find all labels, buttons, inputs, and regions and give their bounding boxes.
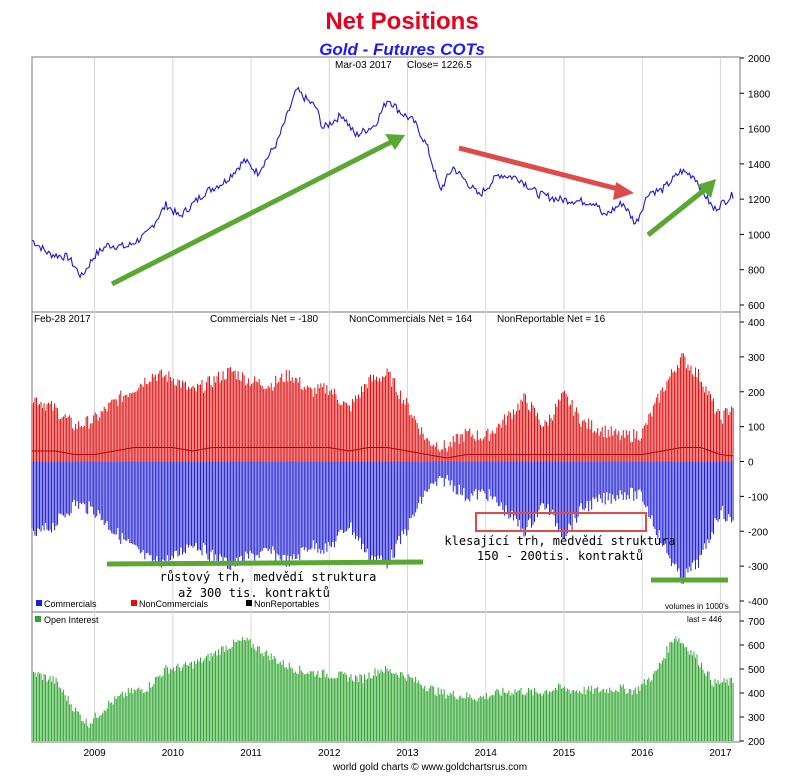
axis-tick-label: 1000	[748, 230, 771, 241]
nonreportable-net-label: NonReportable Net = 16	[497, 314, 606, 325]
arrowhead-icon	[385, 134, 405, 150]
open-interest-bars	[31, 636, 734, 741]
arrowhead-icon	[697, 179, 716, 198]
axis-tick-label: 400	[748, 318, 765, 329]
bull-annotation-line1: růstový trh, medvědí struktura	[160, 570, 377, 584]
trend-arrows	[110, 134, 716, 287]
chart-subtitle: Gold - Futures COTs	[319, 40, 485, 59]
chart-frame	[31, 56, 741, 743]
legend-swatch-open-interest	[35, 616, 41, 622]
axis-tick-label: 600	[748, 301, 765, 312]
axis-tick-label: 700	[748, 617, 765, 628]
bear-annotation-line2: 150 - 200tis. kontraktů	[477, 549, 643, 563]
legend-swatch-noncommercials	[131, 600, 137, 606]
arrowhead-icon	[613, 182, 634, 200]
axis-tick-label: 100	[748, 423, 765, 434]
axis-tick-label: -400	[748, 597, 768, 608]
axis-tick-label: 0	[748, 458, 754, 469]
year-tick-label: 2009	[83, 748, 106, 759]
legend-swatch-nonreportables	[246, 600, 252, 606]
open-interest-label: Open Interest	[44, 615, 99, 625]
axis-tick-label: 1800	[748, 89, 771, 100]
bull-structure-bar	[106, 559, 424, 567]
axis-tick-label: 1400	[748, 160, 771, 171]
cot-date-label: Feb-28 2017	[34, 314, 91, 325]
year-tick-label: 2017	[709, 748, 732, 759]
legend-noncommercials: NonCommercials	[139, 599, 209, 609]
year-labels: 2009 2010 2011 2012 2013 2014 2015 2016 2017	[83, 748, 732, 759]
noncommercials-net-label: NonCommercials Net = 164	[349, 314, 473, 325]
price-date-label: Mar-03 2017	[335, 60, 392, 71]
open-interest-last: last = 446	[687, 615, 722, 624]
year-tick-label: 2014	[475, 748, 498, 759]
uptrend-arrow-2	[646, 185, 710, 237]
year-tick-label: 2011	[240, 748, 262, 759]
downtrend-arrow	[458, 145, 623, 193]
chart-title: Net Positions	[325, 8, 478, 35]
price-axis: 600 800 1000 1200 1400 1600 1800 2000	[740, 54, 771, 312]
year-gridlines	[94, 58, 721, 742]
bull-annotation-line2: až 300 tis. kontraktů	[178, 586, 330, 600]
legend-swatch-commercials	[36, 600, 42, 606]
structure-annotations: růstový trh, medvědí struktura až 300 ti…	[106, 512, 728, 600]
axis-tick-label: 500	[748, 665, 765, 676]
cot-axis: -400 -300 -200 -100 0 100 200 300 400	[740, 318, 768, 608]
axis-tick-label: 300	[748, 353, 765, 364]
axis-tick-label: 1600	[748, 125, 771, 136]
year-tick-label: 2015	[553, 748, 576, 759]
axis-tick-label: 2000	[748, 54, 771, 65]
bear-annotation-line1: klesající trh, medvědí struktura	[444, 534, 675, 548]
uptrend-arrow-1	[110, 137, 397, 287]
price-line	[31, 86, 734, 279]
year-tick-label: 2013	[396, 748, 419, 759]
year-tick-label: 2016	[631, 748, 654, 759]
axis-tick-label: 200	[748, 388, 765, 399]
units-note: volumes in 1000's	[665, 602, 729, 611]
axis-tick-label: -100	[748, 492, 768, 503]
axis-tick-label: 200	[748, 737, 765, 748]
footer-credit: world gold charts © www.goldchartsrus.co…	[332, 762, 527, 773]
axis-tick-label: -200	[748, 527, 768, 538]
axis-tick-label: 400	[748, 689, 765, 700]
bear-structure-box	[475, 512, 647, 532]
price-close-label: Close= 1226.5	[407, 60, 472, 71]
axis-tick-label: 300	[748, 713, 765, 724]
open-interest-axis: 200 300 400 500 600 700	[740, 617, 765, 748]
axis-tick-label: 1200	[748, 195, 771, 206]
axis-tick-label: 600	[748, 641, 765, 652]
commercials-net-label: Commercials Net = -180	[210, 314, 319, 325]
cot-legend: Commercials NonCommercials NonReportable…	[36, 599, 729, 611]
legend-commercials: Commercials	[44, 599, 97, 609]
nonreportables-line	[32, 447, 734, 459]
legend-nonreportables: NonReportables	[254, 599, 320, 609]
axis-tick-label: 800	[748, 266, 765, 277]
axis-tick-label: -300	[748, 562, 768, 573]
year-tick-label: 2010	[162, 748, 185, 759]
year-tick-label: 2012	[318, 748, 341, 759]
